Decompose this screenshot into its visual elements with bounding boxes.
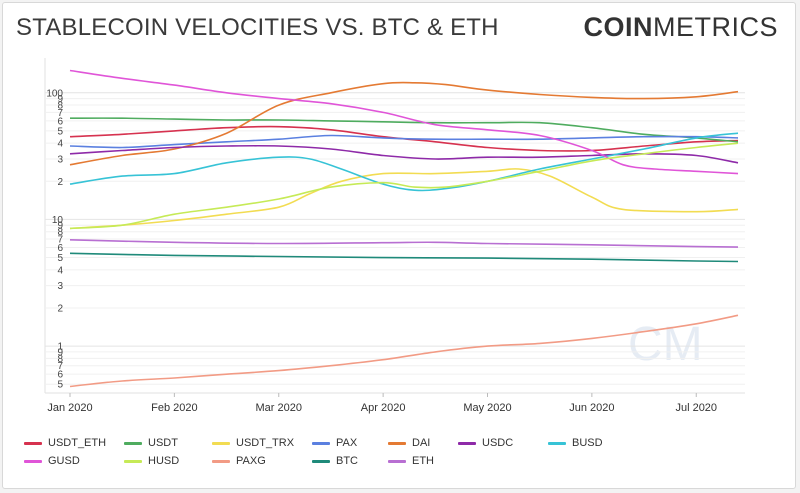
- legend-swatch: [458, 441, 476, 445]
- legend: USDT_ETH USDT USDT_TRX PAX DAI USDC BUSD GUSD HU…: [24, 437, 624, 467]
- legend-item-pax[interactable]: PAX: [312, 437, 388, 449]
- y-tick-label: 4: [57, 139, 63, 150]
- brand-logo-light: METRICS: [653, 12, 778, 42]
- legend-label: USDC: [482, 437, 514, 449]
- legend-swatch: [312, 441, 330, 445]
- legend-label: BTC: [336, 455, 358, 467]
- legend-swatch: [312, 459, 330, 463]
- x-tick-label: Jan 2020: [47, 402, 92, 414]
- legend-swatch: [212, 459, 230, 463]
- y-tick-label: 8: [57, 227, 63, 238]
- series-line-btc: [69, 252, 739, 263]
- y-tick-label: 3: [57, 155, 63, 166]
- legend-item-usdc[interactable]: USDC: [458, 437, 548, 449]
- x-tick-label: Apr 2020: [361, 402, 406, 414]
- series-line-usdt-trx: [69, 168, 739, 230]
- y-tick-label: 9: [57, 221, 63, 232]
- y-tick-label: 7: [57, 235, 63, 246]
- y-tick-label: 1: [57, 342, 63, 353]
- series-line-dai: [69, 81, 739, 166]
- y-tick-label: 5: [57, 253, 63, 264]
- legend-item-btc[interactable]: BTC: [312, 455, 388, 467]
- legend-label: USDT_ETH: [48, 437, 107, 449]
- y-tick-label: 7: [57, 361, 63, 372]
- y-tick-label: 2: [57, 303, 63, 314]
- y-tick-label: 8: [57, 101, 63, 112]
- legend-swatch: [124, 459, 142, 463]
- legend-label: GUSD: [48, 455, 80, 467]
- x-tick-label: Mar 2020: [256, 402, 302, 414]
- y-tick-label: 6: [57, 243, 63, 254]
- legend-item-paxg[interactable]: PAXG: [212, 455, 312, 467]
- y-tick-label: 9: [57, 94, 63, 105]
- y-tick-label: 6: [57, 370, 63, 381]
- legend-item-eth[interactable]: ETH: [388, 455, 458, 467]
- legend-item-usdt-eth[interactable]: USDT_ETH: [24, 437, 124, 449]
- legend-label: PAX: [336, 437, 358, 449]
- y-tick-label: 2: [57, 177, 63, 188]
- x-axis-ticks: Jan 2020 Feb 2020 Mar 2020 Apr 2020 May 2020…: [47, 393, 717, 414]
- series-line-husd: [69, 142, 739, 230]
- series-line-paxg: [69, 314, 739, 388]
- y-tick-label: 7: [57, 108, 63, 119]
- legend-swatch: [24, 459, 42, 463]
- legend-item-usdt-trx[interactable]: USDT_TRX: [212, 437, 312, 449]
- y-tick-label: 10: [52, 215, 64, 226]
- legend-swatch: [388, 459, 406, 463]
- gridlines: [45, 92, 745, 385]
- legend-label: ETH: [412, 455, 434, 467]
- legend-item-gusd[interactable]: GUSD: [24, 455, 124, 467]
- legend-item-busd[interactable]: BUSD: [548, 437, 628, 449]
- series-line-busd: [69, 132, 739, 192]
- y-tick-label: 8: [57, 354, 63, 365]
- legend-label: USDT_TRX: [236, 437, 295, 449]
- y-tick-label: 6: [57, 116, 63, 127]
- brand-logo-bold: COIN: [583, 12, 653, 42]
- series-lines: [69, 69, 739, 388]
- series-line-eth: [69, 239, 739, 248]
- y-tick-label: 3: [57, 281, 63, 292]
- legend-swatch: [212, 441, 230, 445]
- legend-item-husd[interactable]: HUSD: [124, 455, 212, 467]
- x-tick-label: Feb 2020: [151, 402, 197, 414]
- series-line-pax: [69, 134, 739, 149]
- legend-swatch: [388, 441, 406, 445]
- x-tick-label: Jun 2020: [569, 402, 614, 414]
- legend-label: DAI: [412, 437, 431, 449]
- y-tick-label: 4: [57, 265, 63, 276]
- brand-logo: COINMETRICS: [584, 12, 779, 43]
- legend-label: USDT: [148, 437, 178, 449]
- legend-label: PAXG: [236, 455, 266, 467]
- legend-label: HUSD: [148, 455, 180, 467]
- chart-title: STABLECOIN VELOCITIES VS. BTC & ETH: [16, 14, 499, 41]
- legend-item-usdt[interactable]: USDT: [124, 437, 212, 449]
- y-tick-label: 100: [46, 88, 63, 99]
- y-tick-label: 5: [57, 126, 63, 137]
- x-tick-label: May 2020: [463, 402, 511, 414]
- legend-label: BUSD: [572, 437, 603, 449]
- x-tick-label: Jul 2020: [675, 402, 717, 414]
- legend-swatch: [548, 441, 566, 445]
- legend-swatch: [24, 441, 42, 445]
- legend-swatch: [124, 441, 142, 445]
- watermark: CM: [628, 318, 703, 371]
- series-line-usdt: [69, 117, 739, 143]
- y-tick-label: 5: [57, 380, 63, 391]
- legend-item-dai[interactable]: DAI: [388, 437, 458, 449]
- series-line-gusd: [69, 69, 739, 175]
- y-tick-label: 9: [57, 347, 63, 358]
